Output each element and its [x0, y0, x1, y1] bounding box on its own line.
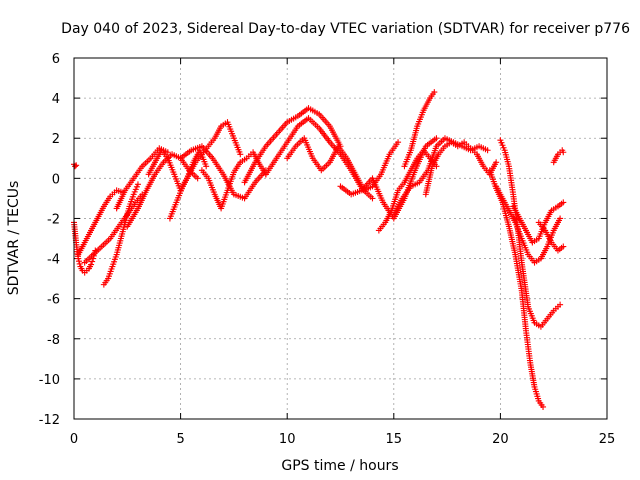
series-sat-track-05: [100, 181, 141, 288]
x-tick-labels: 0 5 10 15 20 25: [70, 432, 615, 447]
series-sat-track-17: [401, 89, 438, 170]
series-sat-track-25: [550, 147, 567, 166]
y-tick-label: 6: [52, 52, 60, 67]
y-tick-label: -12: [39, 413, 60, 428]
data-point: [72, 163, 79, 170]
series-sat-track-19: [422, 139, 500, 198]
series-sat-track-21: [497, 137, 564, 330]
data-point: [194, 175, 201, 182]
grid-lines: [74, 58, 607, 419]
y-tick-labels: -12 -10 -8 -6 -4 -2 0 2 4 6: [39, 52, 60, 428]
data-point: [395, 139, 402, 146]
data-point: [203, 163, 210, 170]
y-axis-label: SDTVAR / TECUs: [6, 181, 22, 296]
y-tick-label: -4: [47, 253, 60, 268]
data-point: [493, 159, 500, 166]
x-tick-label: 10: [279, 432, 296, 447]
interpolated-point: [75, 258, 82, 265]
data-point: [560, 149, 567, 156]
y-tick-label: -6: [47, 293, 60, 308]
series-sat-track-23: [510, 199, 567, 246]
series-sat-track-24: [535, 219, 567, 254]
chart-title: Day 040 of 2023, Sidereal Day-to-day VTE…: [61, 21, 630, 37]
series-sat-track-10: [177, 143, 269, 202]
x-tick-label: 0: [70, 432, 78, 447]
data-point: [560, 199, 567, 206]
x-tick-label: 5: [176, 432, 184, 447]
y-tick-label: 2: [52, 132, 60, 147]
y-tick-label: -8: [47, 333, 60, 348]
data-point: [557, 215, 564, 222]
series-sat-track-02: [71, 161, 80, 170]
data-point: [557, 301, 564, 308]
series-sat-track-22: [493, 183, 564, 266]
series-sat-track-12: [241, 105, 344, 186]
x-axis-label: GPS time / hours: [281, 458, 398, 474]
data-point: [560, 243, 567, 250]
plot-frame: [73, 57, 608, 420]
data-points: [71, 89, 567, 410]
data-point: [540, 403, 547, 410]
interpolated-point: [76, 260, 83, 267]
series-sat-track-07: [124, 151, 201, 230]
data-point: [484, 147, 491, 154]
data-point: [369, 195, 376, 202]
series-sat-track-09: [166, 119, 244, 222]
data-point: [237, 151, 244, 158]
data-point: [88, 261, 95, 268]
data-point: [433, 135, 440, 142]
x-tick-label: 25: [599, 432, 616, 447]
y-tick-label: -10: [39, 373, 60, 388]
series-sat-track-01: [71, 219, 99, 276]
series-sat-track-14: [284, 135, 402, 194]
y-tick-label: -2: [47, 212, 60, 227]
data-point: [431, 89, 438, 96]
interpolated-point: [89, 258, 96, 265]
y-tick-label: 0: [52, 172, 60, 187]
x-tick-label: 15: [386, 432, 403, 447]
series-sat-track-16: [375, 147, 440, 234]
series-sat-track-06: [113, 145, 171, 212]
axis-ticks: [73, 57, 608, 420]
y-tick-label: 4: [52, 92, 60, 107]
data-point: [134, 181, 141, 188]
x-tick-label: 20: [492, 432, 509, 447]
